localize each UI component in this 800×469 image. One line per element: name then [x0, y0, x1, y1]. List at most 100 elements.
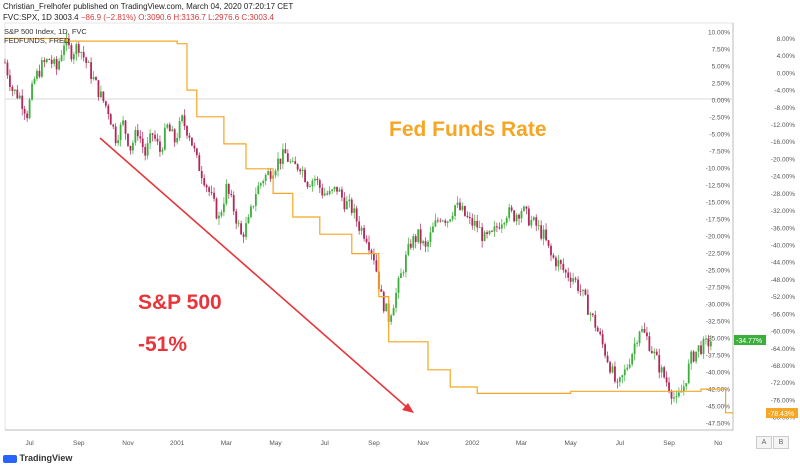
candle-body — [225, 184, 228, 204]
candle-body — [77, 44, 80, 53]
candle-body — [70, 45, 73, 60]
candle-body — [690, 351, 693, 364]
candle-body — [131, 142, 134, 151]
candle-body — [564, 269, 567, 273]
candle-body — [107, 105, 110, 115]
x-tick-label: Nov — [122, 440, 134, 447]
candle-body — [614, 366, 616, 382]
right-tick-label: -76.00% — [771, 397, 795, 404]
candle-body — [623, 369, 626, 376]
x-tick-label: Nov — [417, 440, 429, 447]
candle-body — [697, 345, 700, 352]
candle-body — [348, 199, 351, 202]
candle-body — [92, 77, 95, 79]
candle-body — [299, 169, 302, 172]
candle-body — [611, 366, 614, 373]
candle-body — [323, 193, 326, 196]
candle-body — [471, 218, 474, 226]
candle-body — [127, 133, 129, 146]
left-axis-ticks: 10.00% 7.50% 5.00% 2.50% 0.00% -2.50% -5.00% -7… — [706, 29, 730, 427]
candle-body — [555, 257, 557, 267]
candle-body — [154, 134, 156, 139]
axis-log-button[interactable]: B — [773, 436, 789, 449]
candle-body — [520, 210, 523, 219]
x-tick-label: Jul — [321, 440, 330, 447]
candle-body — [705, 338, 707, 340]
candle-body — [254, 194, 257, 206]
candle-body — [60, 55, 63, 61]
spx-last-badge — [734, 335, 766, 345]
candle-body — [176, 137, 179, 143]
candle-body — [321, 187, 324, 196]
candle-body — [675, 396, 678, 398]
candle-body — [195, 148, 198, 156]
tradingview-icon — [3, 454, 17, 463]
candle-body — [363, 227, 365, 239]
candle-body — [446, 221, 449, 223]
candle-body — [677, 392, 680, 397]
candle-body — [449, 219, 452, 222]
left-tick-label: 0.00% — [712, 97, 731, 104]
candle-body — [40, 60, 43, 77]
candle-body — [417, 229, 420, 243]
candle-body — [338, 189, 341, 192]
candle-body — [163, 127, 166, 150]
candle-body — [685, 383, 688, 387]
candle-body — [375, 260, 378, 272]
legend-spx[interactable]: S&P 500 Index, 1D, FVC — [4, 27, 87, 36]
candle-body — [193, 145, 196, 149]
candle-body — [65, 38, 68, 46]
candle-body — [653, 351, 656, 354]
left-tick-label: -27.50% — [706, 285, 730, 292]
candle-body — [562, 263, 565, 270]
candle-body — [136, 130, 139, 137]
candle-body — [198, 155, 201, 171]
candle-body — [289, 161, 292, 163]
candle-body — [343, 197, 346, 210]
candle-body — [400, 273, 402, 279]
candle-body — [304, 169, 306, 183]
right-tick-label: -52.00% — [771, 294, 795, 301]
candle-body — [242, 234, 245, 237]
candle-body — [584, 289, 587, 295]
candle-body — [355, 208, 358, 222]
plot-area[interactable] — [4, 22, 734, 431]
candle-body — [527, 208, 530, 226]
candle-body — [481, 227, 484, 241]
candle-body — [156, 138, 159, 142]
left-tick-label: -45.00% — [706, 404, 730, 411]
symbol-change: −86.9 (−2.81%) — [80, 13, 136, 22]
candle-body — [232, 195, 235, 212]
candle-body — [414, 236, 417, 243]
candle-body — [274, 170, 277, 176]
candle-body — [21, 95, 24, 109]
candle-body — [6, 62, 9, 76]
tradingview-logo[interactable]: TradingView — [3, 453, 72, 463]
candle-body — [313, 178, 316, 181]
candle-body — [358, 221, 361, 231]
left-tick-label: -2.50% — [709, 114, 730, 121]
candle-body — [523, 206, 525, 211]
candle-body — [618, 377, 621, 382]
x-tick-label: Mar — [221, 440, 233, 447]
candle-body — [392, 307, 395, 316]
candle-body — [503, 223, 506, 225]
candle-body — [429, 232, 432, 242]
x-axis-ticks: Jul Sep Nov 2001 Mar May Jul Sep Nov 2002 Mar May Ju… — [25, 440, 722, 447]
candle-body — [478, 227, 481, 229]
candle-body — [665, 377, 668, 383]
candle-body — [579, 290, 582, 292]
left-tick-label: 2.50% — [712, 80, 731, 87]
candle-body — [695, 351, 698, 362]
candle-body — [173, 129, 176, 143]
candle-body — [326, 193, 329, 195]
candle-body — [658, 355, 661, 373]
candle-body — [589, 313, 592, 315]
axis-auto-button[interactable]: A — [756, 436, 772, 449]
candle-body — [316, 178, 319, 181]
right-tick-label: -20.00% — [771, 156, 795, 163]
legend-fed[interactable]: FEDFUNDS, FRED — [4, 36, 70, 45]
candle-body — [90, 62, 92, 79]
candle-body — [673, 397, 675, 399]
